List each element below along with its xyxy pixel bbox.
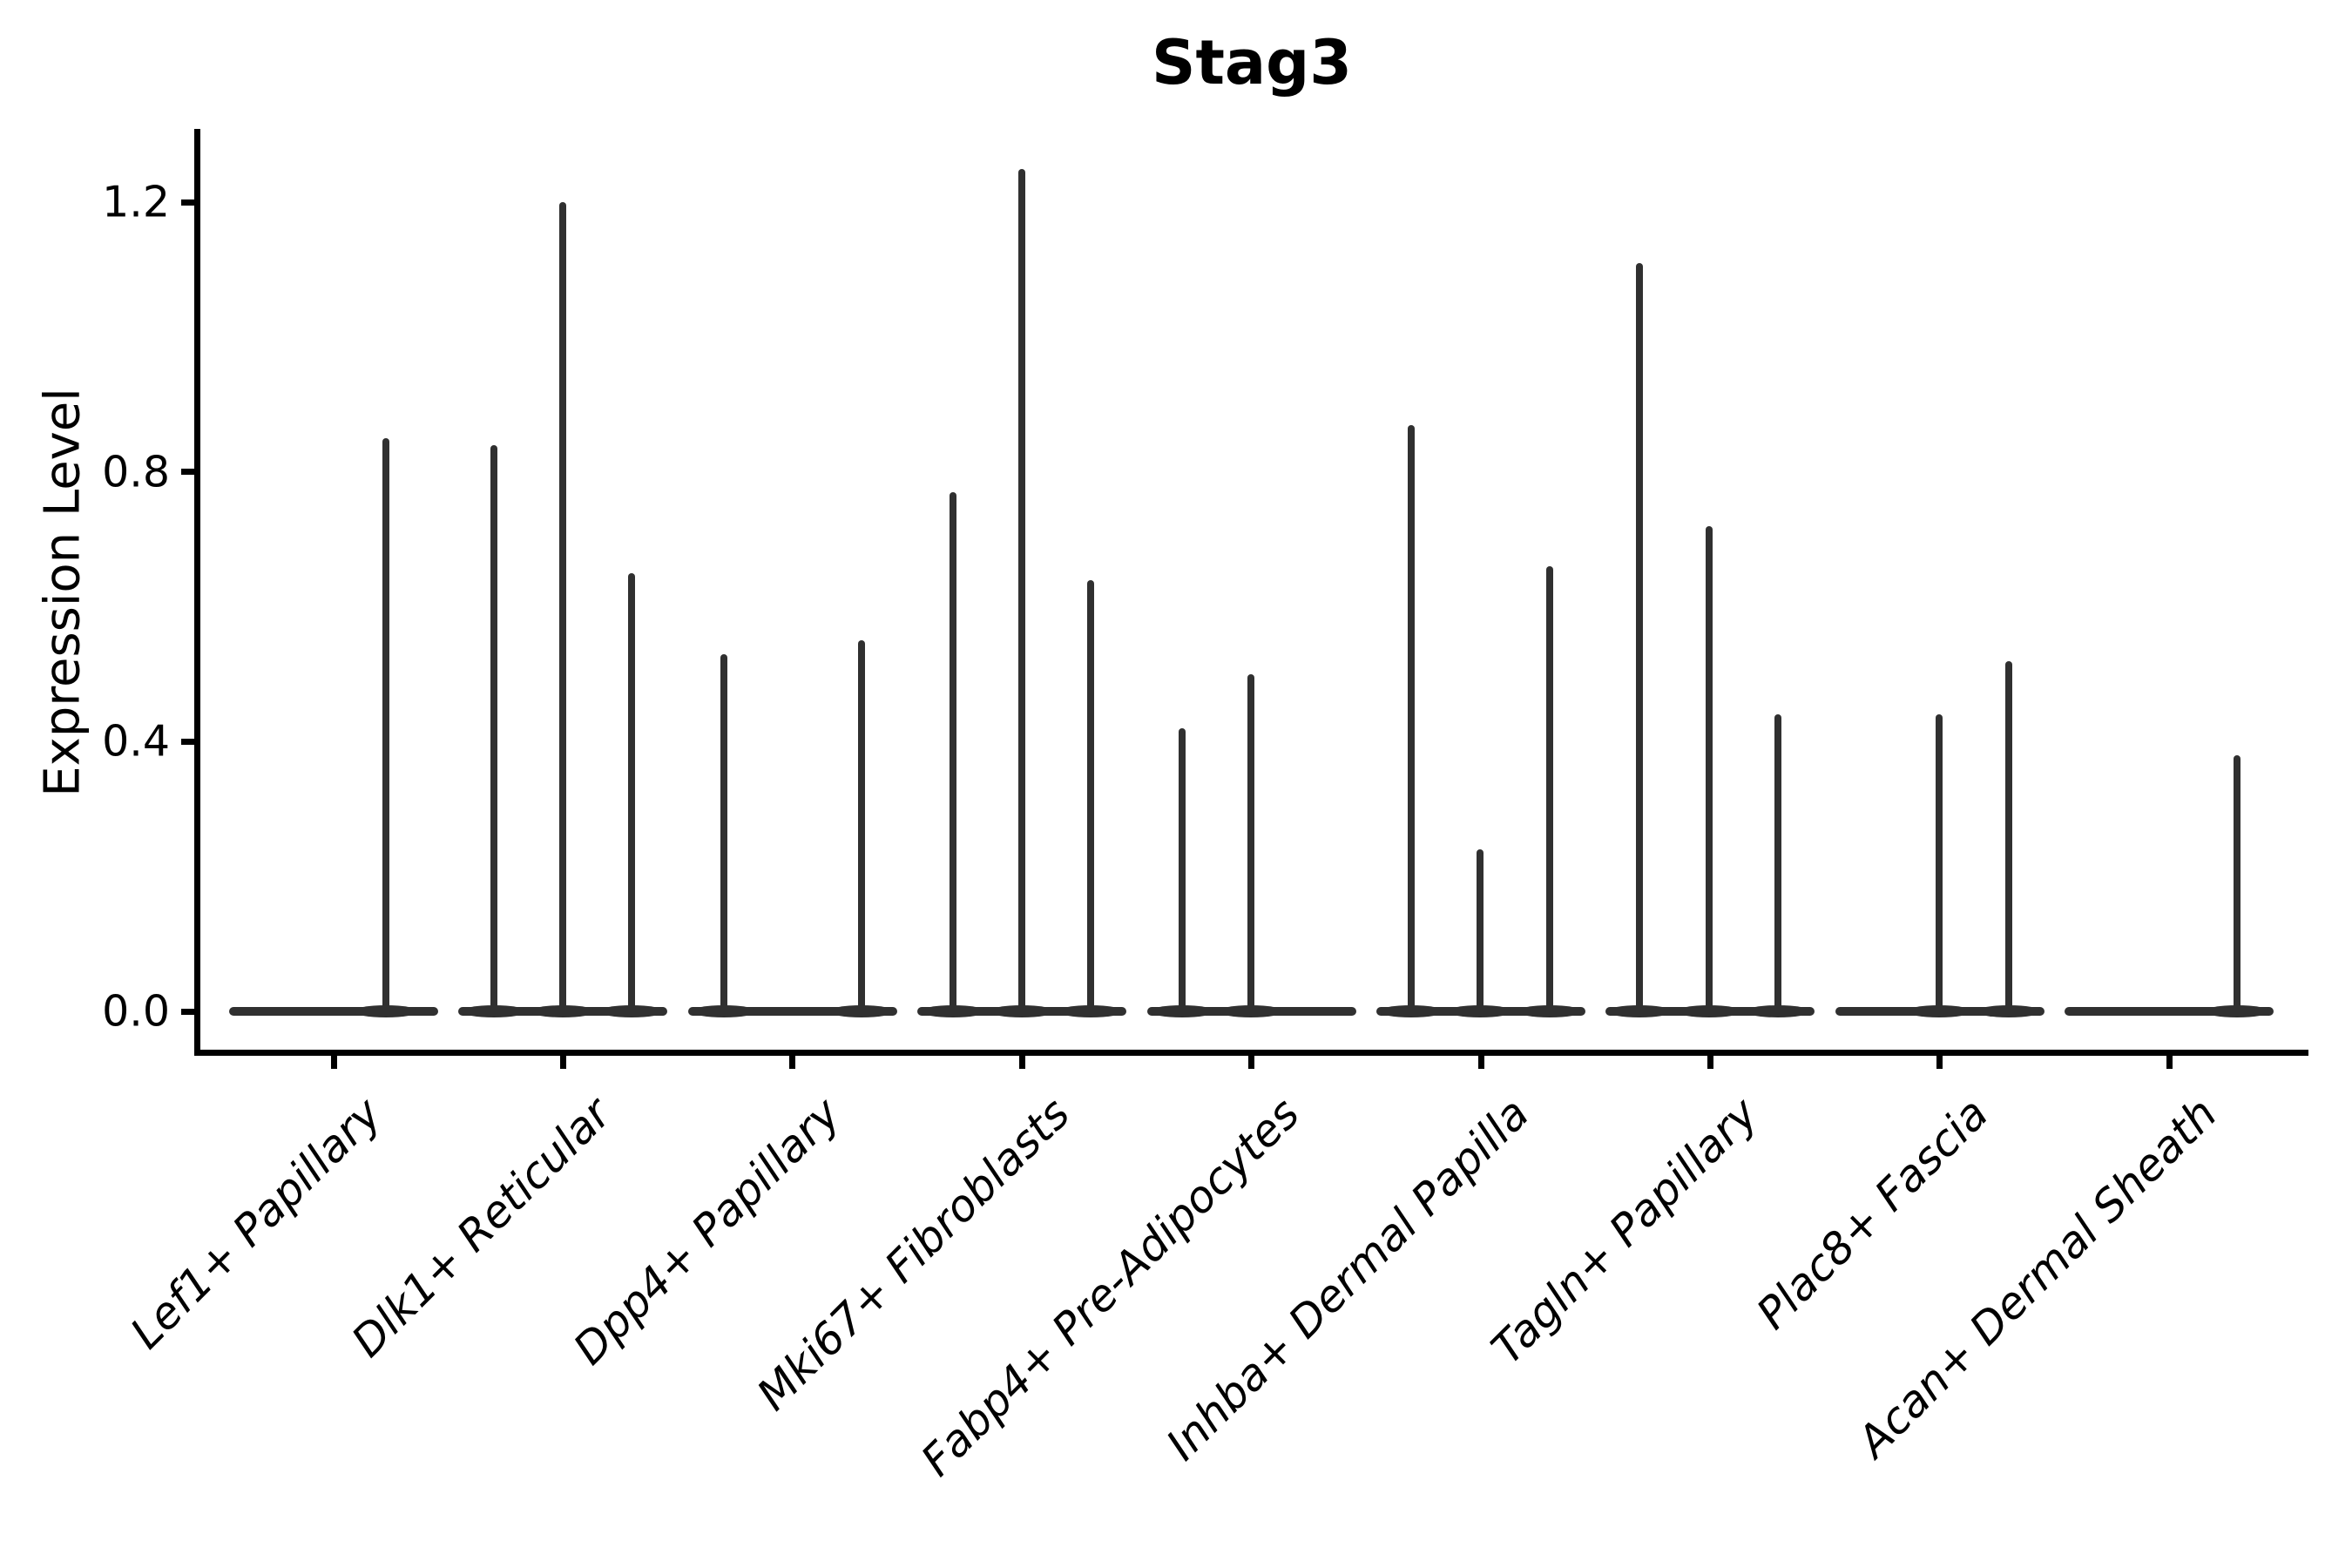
- violin-spike-base: [1746, 1005, 1811, 1017]
- violin-spike: [1018, 168, 1026, 1015]
- x-tick: [1248, 1055, 1255, 1069]
- x-tick: [1936, 1055, 1943, 1069]
- violin-spike: [490, 444, 498, 1015]
- y-axis-spine: [194, 129, 200, 1056]
- violin-zero-body: [2065, 1007, 2274, 1016]
- y-tick-label: 1.2: [102, 177, 170, 227]
- violin-spike: [1087, 579, 1095, 1015]
- x-tick-label: Fabp4+ Pre-Adipocytes: [911, 1088, 1309, 1486]
- violin-spike: [857, 640, 865, 1015]
- violin-spike-base: [1058, 1005, 1124, 1017]
- violin-spike: [1178, 727, 1186, 1015]
- y-tick-label: 0.4: [102, 716, 170, 767]
- violin-spike-base: [1976, 1005, 2041, 1017]
- y-tick: [181, 199, 194, 206]
- violin-spike: [720, 653, 727, 1015]
- y-tick: [181, 738, 194, 745]
- plot-title: Stag3: [1152, 27, 1352, 98]
- violin-spike: [1636, 262, 1644, 1015]
- violin-spike: [950, 492, 957, 1015]
- violin-spike-base: [1517, 1005, 1582, 1017]
- violin-spike-base: [1607, 1005, 1673, 1017]
- x-tick: [330, 1055, 337, 1069]
- violin-spike-base: [2205, 1005, 2270, 1017]
- violin-spike-base: [990, 1005, 1055, 1017]
- violin-spike: [1706, 525, 1713, 1015]
- x-tick: [1707, 1055, 1713, 1069]
- violin-spike-base: [1677, 1005, 1742, 1017]
- x-tick: [559, 1055, 566, 1069]
- violin-spike: [1408, 424, 1415, 1015]
- y-tick-label: 0.0: [102, 986, 170, 1037]
- x-tick: [1018, 1055, 1025, 1069]
- violin-spike-base: [1379, 1005, 1443, 1017]
- violin-spike-base: [1906, 1005, 1971, 1017]
- violin-spike: [559, 202, 567, 1015]
- violin-spike: [628, 572, 636, 1015]
- x-tick: [789, 1055, 796, 1069]
- violin-spike-base: [1218, 1005, 1283, 1017]
- violin-spike-base: [828, 1005, 894, 1017]
- violin-spike: [1546, 566, 1553, 1015]
- x-axis-spine: [194, 1050, 2308, 1056]
- x-tick-label: Dlk1+ Reticular: [341, 1088, 621, 1367]
- violin-spike: [1774, 714, 1782, 1015]
- violin-spike-base: [1149, 1005, 1214, 1017]
- violin-spike: [2004, 660, 2012, 1015]
- violin-spike-base: [354, 1005, 418, 1017]
- violin-spike: [382, 438, 389, 1015]
- x-tick-label: Lef1+ Papillary: [120, 1088, 392, 1359]
- x-tick: [2166, 1055, 2173, 1069]
- y-tick: [181, 469, 194, 476]
- x-tick: [1477, 1055, 1484, 1069]
- violin-spike-base: [531, 1005, 596, 1017]
- violin-zero-body: [687, 1007, 897, 1016]
- violin-spike-base: [921, 1005, 986, 1017]
- y-tick-label: 0.8: [102, 447, 170, 497]
- y-tick: [181, 1008, 194, 1015]
- violin-spike: [2234, 754, 2241, 1015]
- violin-spike-base: [462, 1005, 527, 1017]
- violin-spike-base: [1448, 1005, 1512, 1017]
- violin-spike: [1247, 674, 1254, 1015]
- violin-spike: [1935, 714, 1943, 1015]
- violin-spike-base: [599, 1005, 665, 1017]
- violin-spike-base: [691, 1005, 756, 1017]
- violin-zero-body: [229, 1007, 438, 1016]
- violin-spike: [1477, 849, 1484, 1015]
- x-tick-label: Plac8+ Fascia: [1747, 1088, 1997, 1340]
